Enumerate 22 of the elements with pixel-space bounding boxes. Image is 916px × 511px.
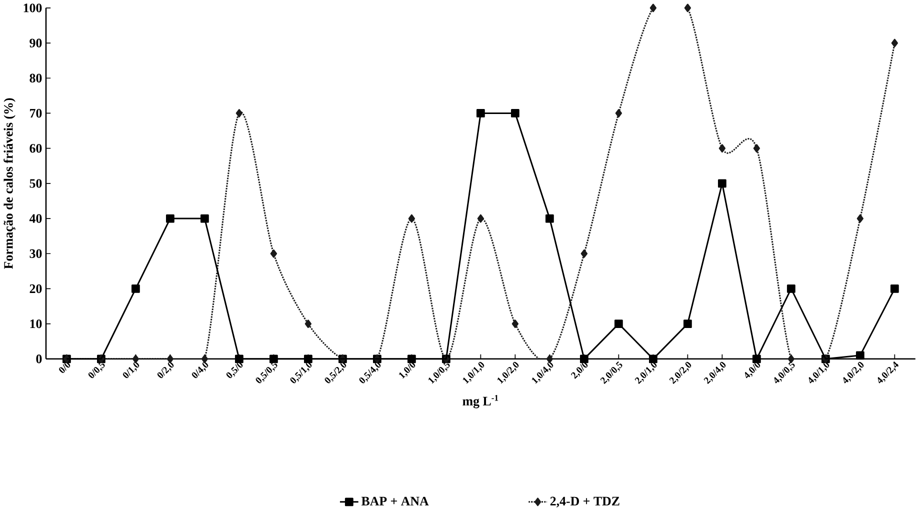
x-tick-label: 0/1,0 [122,362,140,378]
y-tick-label: 60 [30,144,42,153]
x-tick-label: 2,0/0 [570,362,588,379]
y-tick-label: 100 [24,3,42,12]
x-tick-label: 1,0/0 [399,362,416,378]
x-tick-label: 0/2,0 [157,362,174,378]
y-tick-label: 50 [30,178,42,188]
legend-label: 2,4-D + TDZ [550,496,620,508]
y-tick-label: 90 [30,38,42,48]
y-tick-label: 0 [36,354,42,364]
x-tick-label: 0/4,0 [192,362,208,378]
x-tick-label: 0,5/0 [226,362,243,378]
legend-label: BAP + ANA [361,496,429,506]
y-tick-label: 10 [30,319,42,328]
y-tick-label: 70 [30,108,42,118]
y-axis-title: Formação de calos friáveis (%) [4,98,16,269]
x-axis-title: mg L$^{-1}$ [462,394,498,408]
y-tick-label: 20 [30,284,42,293]
x-tick-label: 0/0,5 [88,361,105,378]
y-tick-label: 80 [30,74,42,82]
y-tick-label: 40 [29,214,42,223]
y-tick-label: 30 [30,249,42,258]
